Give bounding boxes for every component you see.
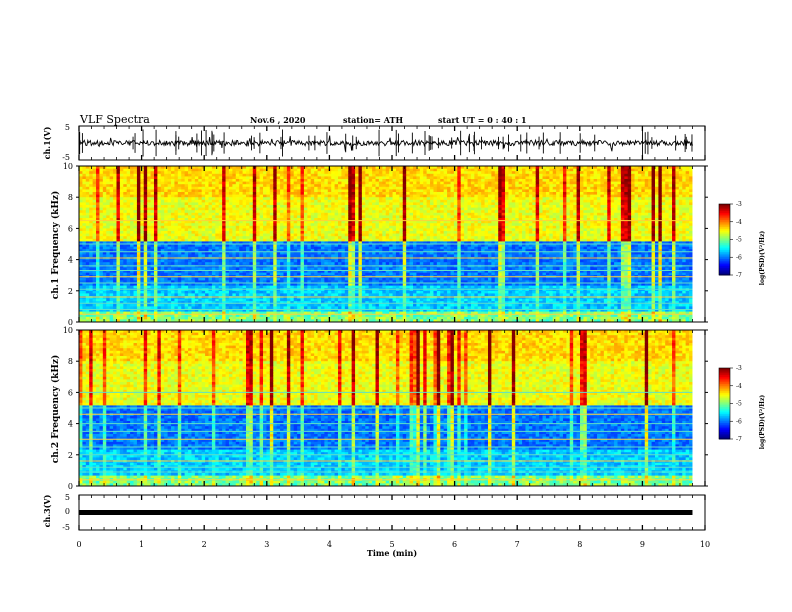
plot-layer [76,125,733,531]
ch3-ytick-mid: 0 [65,507,70,516]
date-label: Nov.6 , 2020 [250,115,306,125]
ch2-colorbar [719,368,730,440]
ch1-colorbar-label: log(PSD)(V²/Hz) [759,231,766,286]
ch2-colorbar-tick-label: -4 [736,383,742,390]
ch2-colorbar-label: log(PSD)(V²/Hz) [759,395,766,450]
ch2-ytick-label: 0 [68,482,73,491]
ch1-waveform-ylabel: ch.1(V) [42,126,52,159]
ch1-ytick-bottom: -5 [62,153,70,162]
ch3-ytick-bottom: -5 [62,523,70,532]
ch1-ytick-label: 0 [68,318,73,327]
ch1-ytick-label: 4 [68,256,73,265]
x-tick-label: 10 [700,540,710,549]
x-tick-label: 3 [264,540,269,549]
x-tick-label: 8 [577,540,582,549]
ch1-colorbar-tick-label: -3 [736,201,742,208]
ch1-ytick-label: 10 [63,162,73,171]
ch2-colorbar-tick-label: -7 [736,436,742,443]
x-tick-label: 9 [640,540,645,549]
ch2-ytick-label: 4 [68,420,73,429]
ch1-colorbar-tick-label: -5 [736,237,742,244]
ch1-colorbar-tick-label: -7 [736,272,742,279]
x-axis-label: Time (min) [367,548,417,558]
ch3-waveform-ylabel: ch.3(V) [42,494,52,527]
ch2-colorbar-tick-label: -6 [736,418,742,425]
ch2-colorbar-tick-label: -3 [736,365,742,372]
x-tick-label: 5 [389,540,394,549]
ch1-waveform-trace [79,135,693,152]
x-tick-label: 7 [515,540,520,549]
ch2-ytick-label: 8 [68,357,73,366]
x-tick-label: 6 [452,540,457,549]
x-tick-label: 4 [327,540,332,549]
ch2-ytick-label: 10 [63,326,73,335]
x-tick-label: 1 [139,540,144,549]
ch1-colorbar-tick-label: -4 [736,219,742,226]
ch1-ytick-label: 6 [68,224,73,233]
ch2-colorbar-tick-label: -5 [736,401,742,408]
ch3-ytick-top: 5 [65,493,70,502]
ch1-spectrogram-ylabel: ch.1 Frequency (kHz) [50,191,61,300]
ch2-spectrogram-ylabel: ch.2 Frequency (kHz) [50,355,61,464]
station-label: station= ATH [343,115,403,125]
ch1-empty-region [692,166,705,322]
ch1-ytick-label: 8 [68,193,73,202]
ch1-heatmap-cells [79,166,693,323]
ch1-ytick-top: 5 [65,123,70,132]
ch2-ytick-label: 6 [68,388,73,397]
figure-title: VLF Spectra [79,113,150,126]
ch2-empty-region [692,330,705,486]
start-time-label: start UT = 0 : 40 : 1 [438,115,527,125]
x-tick-label: 0 [76,540,81,549]
ch2-ytick-label: 2 [68,451,73,460]
ch1-colorbar [719,204,730,276]
x-tick-label: 2 [202,540,207,549]
ch1-colorbar-tick-label: -6 [736,254,742,261]
ch1-ytick-label: 2 [68,287,73,296]
